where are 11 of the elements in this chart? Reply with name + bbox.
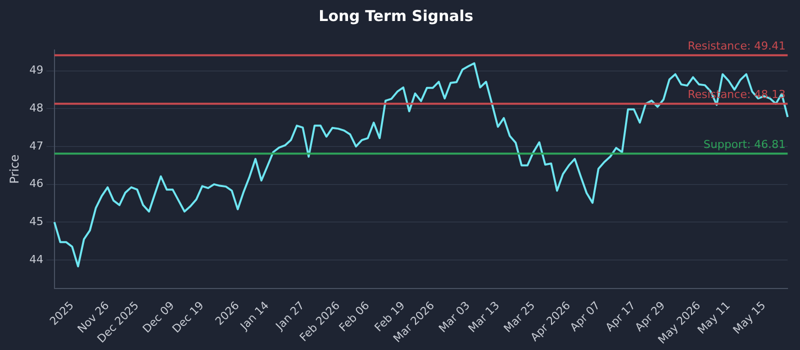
- ref-line-label: Resistance: 49.41: [688, 40, 786, 53]
- chart-title: Long Term Signals: [318, 6, 474, 25]
- y-tick-label: 49: [29, 64, 44, 77]
- y-tick-label: 46: [29, 177, 44, 190]
- y-tick-label: 45: [29, 214, 44, 228]
- y-tick-label: 47: [29, 139, 44, 152]
- x-tick-label: Jan 14: [237, 298, 272, 334]
- y-axis-title: Price: [7, 154, 22, 184]
- y-tick-label: 44: [29, 252, 44, 266]
- ref-line-label: Support: 46.81: [703, 138, 786, 152]
- y-tick-label: 48: [29, 101, 44, 114]
